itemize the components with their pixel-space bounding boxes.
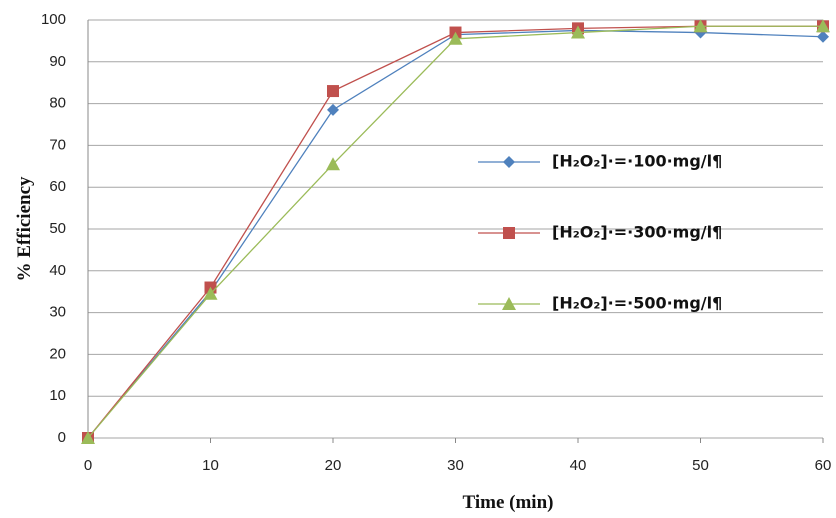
y-tick-label: 80 [49, 95, 66, 112]
y-tick-label: 30 [49, 304, 66, 321]
marker [81, 431, 95, 444]
marker [816, 19, 830, 33]
y-tick-label: 0 [58, 429, 66, 446]
y-tick-label: 90 [49, 53, 66, 70]
y-tick-label: 40 [49, 262, 66, 279]
marker [203, 286, 218, 300]
y-tick-label: 60 [49, 178, 66, 195]
marker [503, 227, 515, 239]
x-tick-label: 40 [570, 457, 587, 474]
x-tick-label: 30 [447, 457, 464, 474]
x-axis-title: Time (min) [463, 492, 554, 513]
y-axis-title: % Efficiency [14, 176, 35, 282]
x-tick-label: 10 [202, 457, 219, 474]
marker [448, 31, 463, 45]
marker [327, 103, 339, 116]
marker [693, 19, 708, 33]
marker [503, 156, 515, 168]
y-tick-label: 50 [49, 220, 66, 237]
marker [327, 85, 339, 98]
x-tick-label: 60 [815, 457, 832, 474]
y-tick-label: 70 [49, 136, 66, 153]
x-tick-label: 50 [692, 457, 709, 474]
legend-label: [H₂O₂]·=·100·mg/l¶ [552, 152, 722, 171]
marker [502, 297, 516, 310]
y-tick-label: 20 [49, 345, 66, 362]
y-tick-label: 10 [49, 387, 66, 404]
marker [571, 25, 585, 39]
legend-label: [H₂O₂]·=·500·mg/l¶ [552, 294, 722, 313]
marker [326, 157, 340, 171]
x-tick-label: 20 [325, 457, 342, 474]
legend-label: [H₂O₂]·=·300·mg/l¶ [552, 223, 722, 242]
x-tick-label: 0 [84, 457, 92, 474]
marker [817, 30, 829, 43]
y-tick-label: 100 [41, 11, 66, 28]
